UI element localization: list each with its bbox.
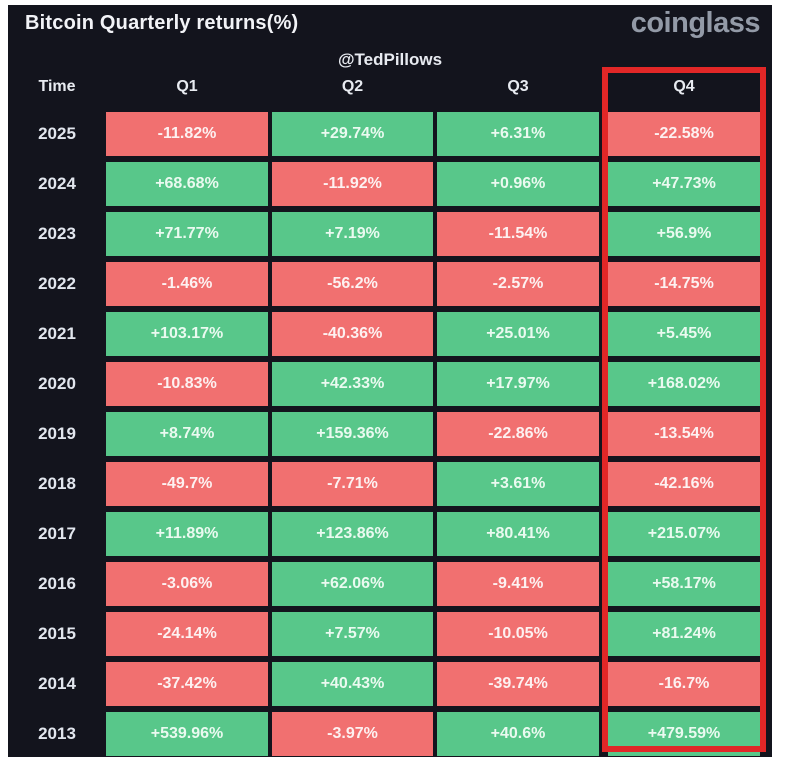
year-label: 2023	[38, 224, 76, 243]
year-label: 2022	[38, 274, 76, 293]
return-cell: +47.73%	[608, 162, 760, 206]
return-cell: -3.97%	[272, 712, 433, 756]
return-cell: +56.9%	[608, 212, 760, 256]
column-header-q4: Q4	[673, 78, 695, 95]
column-header-q1: Q1	[176, 78, 198, 95]
return-cell: +25.01%	[437, 312, 599, 356]
return-cell: +40.6%	[437, 712, 599, 756]
year-label: 2016	[38, 574, 76, 593]
return-cell: -39.74%	[437, 662, 599, 706]
table-row: 2021 +103.17% -40.36% +25.01% +5.45%	[8, 312, 760, 356]
return-cell: +539.96%	[106, 712, 268, 756]
return-cell: -9.41%	[437, 562, 599, 606]
return-cell: +0.96%	[437, 162, 599, 206]
return-cell: -3.06%	[106, 562, 268, 606]
return-cell: -11.54%	[437, 212, 599, 256]
return-cell: +215.07%	[608, 512, 760, 556]
year-label: 2015	[38, 624, 76, 643]
table-row: 2015 -24.14% +7.57% -10.05% +81.24%	[8, 612, 760, 656]
return-cell: +123.86%	[272, 512, 433, 556]
return-cell: -11.92%	[272, 162, 433, 206]
return-cell: +7.19%	[272, 212, 433, 256]
return-cell: +11.89%	[106, 512, 268, 556]
return-cell: +3.61%	[437, 462, 599, 506]
return-cell: +168.02%	[608, 362, 760, 406]
return-cell: +58.17%	[608, 562, 760, 606]
year-label: 2024	[38, 174, 76, 193]
return-cell: -42.16%	[608, 462, 760, 506]
return-cell: +6.31%	[437, 112, 599, 156]
return-cell: +29.74%	[272, 112, 433, 156]
table-row: 2020 -10.83% +42.33% +17.97% +168.02%	[8, 362, 760, 406]
return-cell: -11.82%	[106, 112, 268, 156]
return-cell: -22.58%	[608, 112, 760, 156]
return-cell: +68.68%	[106, 162, 268, 206]
year-label: 2025	[38, 124, 76, 143]
return-cell: +8.74%	[106, 412, 268, 456]
return-cell: +103.17%	[106, 312, 268, 356]
column-header-q2: Q2	[341, 78, 364, 95]
table-row: 2017 +11.89% +123.86% +80.41% +215.07%	[8, 512, 760, 556]
return-cell: +17.97%	[437, 362, 599, 406]
page-title: Bitcoin Quarterly returns(%)	[25, 12, 299, 34]
year-label: 2018	[38, 474, 76, 493]
return-cell: -13.54%	[608, 412, 760, 456]
return-cell: +159.36%	[272, 412, 433, 456]
return-cell: -49.7%	[106, 462, 268, 506]
return-cell: -10.05%	[437, 612, 599, 656]
return-cell: -40.36%	[272, 312, 433, 356]
table-row: 2014 -37.42% +40.43% -39.74% -16.7%	[8, 662, 760, 706]
year-label: 2017	[38, 524, 76, 543]
year-label: 2019	[38, 424, 76, 443]
table-row: 2024 +68.68% -11.92% +0.96% +47.73%	[8, 162, 760, 206]
return-cell: -56.2%	[272, 262, 433, 306]
return-cell: +80.41%	[437, 512, 599, 556]
return-cell: -10.83%	[106, 362, 268, 406]
year-label: 2021	[38, 324, 76, 343]
column-header-time: Time	[38, 78, 76, 95]
return-cell: -1.46%	[106, 262, 268, 306]
return-cell: +81.24%	[608, 612, 760, 656]
table-row: 2016 -3.06% +62.06% -9.41% +58.17%	[8, 562, 760, 606]
column-header-q3: Q3	[507, 78, 529, 95]
table-row: 2018 -49.7% -7.71% +3.61% -42.16%	[8, 462, 760, 506]
table-body: 2025 -11.82% +29.74% +6.31% -22.58% 2024 +68.6…	[8, 112, 760, 757]
watermark-handle: @TedPillows	[337, 50, 443, 69]
table-panel: Bitcoin Quarterly returns(%) coinglass @…	[8, 5, 772, 757]
return-cell: -16.7%	[608, 662, 760, 706]
year-label: 2014	[38, 674, 76, 693]
table-row: 2023 +71.77% +7.19% -11.54% +56.9%	[8, 212, 760, 256]
table-row: 2025 -11.82% +29.74% +6.31% -22.58%	[8, 112, 760, 156]
return-cell: -2.57%	[437, 262, 599, 306]
return-cell: +71.77%	[106, 212, 268, 256]
return-cell: -14.75%	[608, 262, 760, 306]
table-row: 2022 -1.46% -56.2% -2.57% -14.75%	[8, 262, 760, 306]
return-cell: -22.86%	[437, 412, 599, 456]
title-bar: Bitcoin Quarterly returns(%) coinglass	[8, 5, 772, 45]
table-row: 2019 +8.74% +159.36% -22.86% -13.54%	[8, 412, 760, 456]
return-cell: +42.33%	[272, 362, 433, 406]
return-cell: +5.45%	[608, 312, 760, 356]
year-label: 2013	[38, 724, 76, 743]
return-cell: -24.14%	[106, 612, 268, 656]
return-cell: +62.06%	[272, 562, 433, 606]
return-cell: +40.43%	[272, 662, 433, 706]
return-cell: +479.59%	[608, 712, 760, 756]
return-cell: +7.57%	[272, 612, 433, 656]
return-cell: -37.42%	[106, 662, 268, 706]
column-headers: Time Q1 Q2 Q3 Q4	[8, 75, 760, 99]
return-cell: -7.71%	[272, 462, 433, 506]
coinglass-logo: coinglass	[630, 7, 761, 39]
year-label: 2020	[38, 374, 76, 393]
table-row: 2013 +539.96% -3.97% +40.6% +479.59%	[8, 712, 760, 756]
